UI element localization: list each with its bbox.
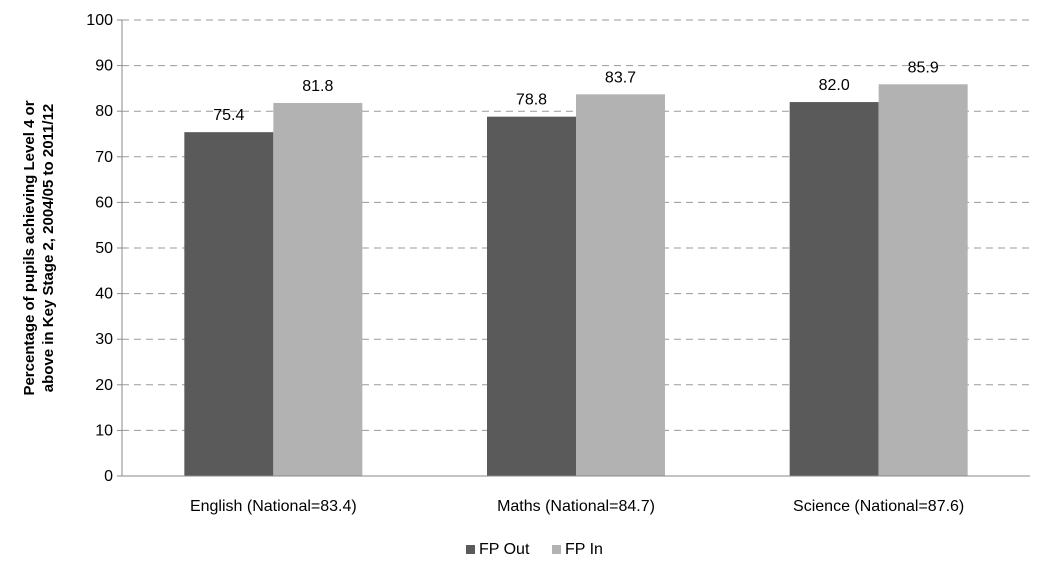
legend-swatch xyxy=(552,545,561,554)
data-label: 81.8 xyxy=(302,78,333,95)
y-tick-label: 30 xyxy=(95,331,113,348)
bar-fp-out xyxy=(487,116,576,476)
legend: FP Out FP In xyxy=(466,541,603,558)
x-tick-label: English (National=83.4) xyxy=(190,498,357,515)
y-tick-label: 10 xyxy=(95,422,113,439)
bar-fp-out xyxy=(184,132,274,476)
y-tick-label: 50 xyxy=(95,240,113,257)
bars xyxy=(184,84,968,477)
bar-fp-in xyxy=(576,94,665,476)
bar-fp-in xyxy=(273,102,363,476)
y-tick-label: 90 xyxy=(95,58,113,75)
y-axis-title-line-1: Percentage of pupils achieving Level 4 o… xyxy=(21,100,38,395)
data-label: 82.0 xyxy=(819,77,850,94)
bar-fp-out xyxy=(789,102,879,476)
legend-swatch xyxy=(466,545,475,554)
legend-label: FP Out xyxy=(479,541,530,558)
data-labels: 75.4 81.8 78.8 83.7 82.0 85.9 xyxy=(213,59,939,124)
y-axis-title: Percentage of pupils achieving Level 4 o… xyxy=(21,100,57,395)
y-tick-label: 70 xyxy=(95,149,113,166)
y-tick-label: 100 xyxy=(86,12,113,29)
y-tick-label: 80 xyxy=(95,103,113,120)
y-tick-label: 40 xyxy=(95,286,113,303)
y-tick-label: 0 xyxy=(104,468,113,485)
data-label: 85.9 xyxy=(908,59,939,76)
y-tick-label: 20 xyxy=(95,377,113,394)
bar-fp-in xyxy=(878,84,968,477)
y-tick-labels: 0 10 20 30 40 50 60 70 80 90 100 xyxy=(86,12,122,485)
x-tick-labels: English (National=83.4) Maths (National=8… xyxy=(190,498,964,515)
data-label: 75.4 xyxy=(213,107,244,124)
y-axis-title-line-2: above in Key Stage 2, 2004/05 to 2011/12 xyxy=(40,104,57,393)
y-tick-label: 60 xyxy=(95,194,113,211)
x-tick-label: Maths (National=84.7) xyxy=(497,498,655,515)
data-label: 78.8 xyxy=(516,92,547,109)
data-label: 83.7 xyxy=(605,69,636,86)
legend-label: FP In xyxy=(565,541,603,558)
x-tick-label: Science (National=87.6) xyxy=(793,498,964,515)
